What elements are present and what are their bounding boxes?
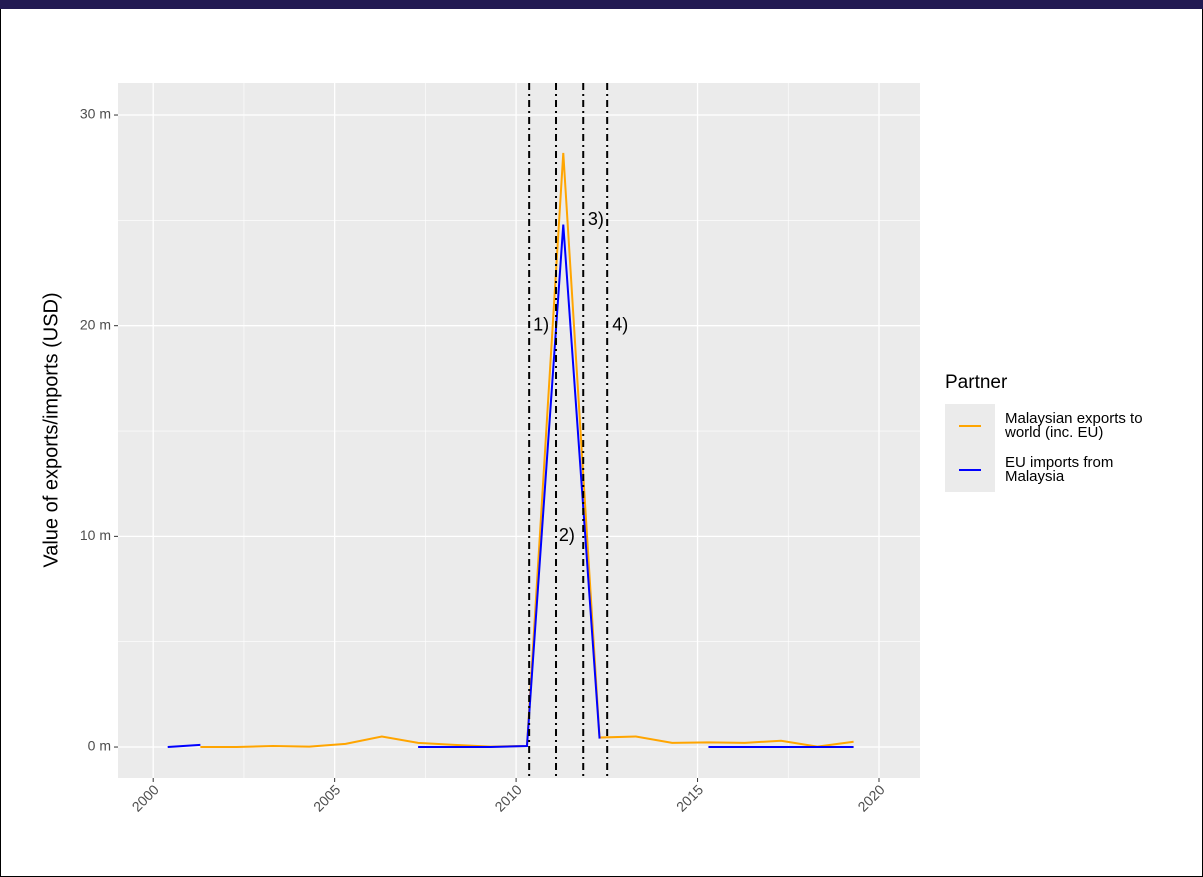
legend-key bbox=[945, 404, 995, 448]
annotation: 3) bbox=[588, 209, 604, 229]
annotation: 1) bbox=[533, 314, 549, 334]
series-line bbox=[167, 224, 854, 749]
annotation: 2) bbox=[559, 525, 575, 545]
legend-entry: EU imports from Malaysia bbox=[945, 448, 1185, 492]
x-tick-label: 2000 bbox=[129, 781, 162, 814]
top-bar bbox=[0, 0, 1203, 9]
legend-label: Malaysian exports to world (inc. EU) bbox=[1005, 410, 1143, 441]
y-axis-title: Value of exports/imports (USD) bbox=[40, 292, 62, 567]
legend-swatch bbox=[959, 425, 981, 427]
legend-swatch bbox=[959, 469, 981, 471]
legend: Partner Malaysian exports to world (inc.… bbox=[945, 372, 1185, 492]
x-tick-label: 2020 bbox=[854, 781, 887, 814]
plot-panel bbox=[118, 83, 920, 778]
x-tick-label: 2010 bbox=[491, 781, 524, 814]
annotation: 4) bbox=[612, 314, 628, 334]
y-tick-label: 10 m bbox=[80, 527, 111, 543]
x-tick-label: 2005 bbox=[310, 781, 343, 814]
y-tick-label: 30 m bbox=[80, 106, 111, 122]
legend-entry: Malaysian exports to world (inc. EU) bbox=[945, 404, 1185, 448]
legend-title: Partner bbox=[945, 372, 1008, 393]
x-tick-label: 2015 bbox=[673, 781, 706, 814]
legend-key bbox=[945, 448, 995, 492]
y-tick-label: 20 m bbox=[80, 316, 111, 332]
y-tick-label: 0 m bbox=[88, 738, 111, 754]
legend-label: EU imports from Malaysia bbox=[1005, 454, 1114, 485]
